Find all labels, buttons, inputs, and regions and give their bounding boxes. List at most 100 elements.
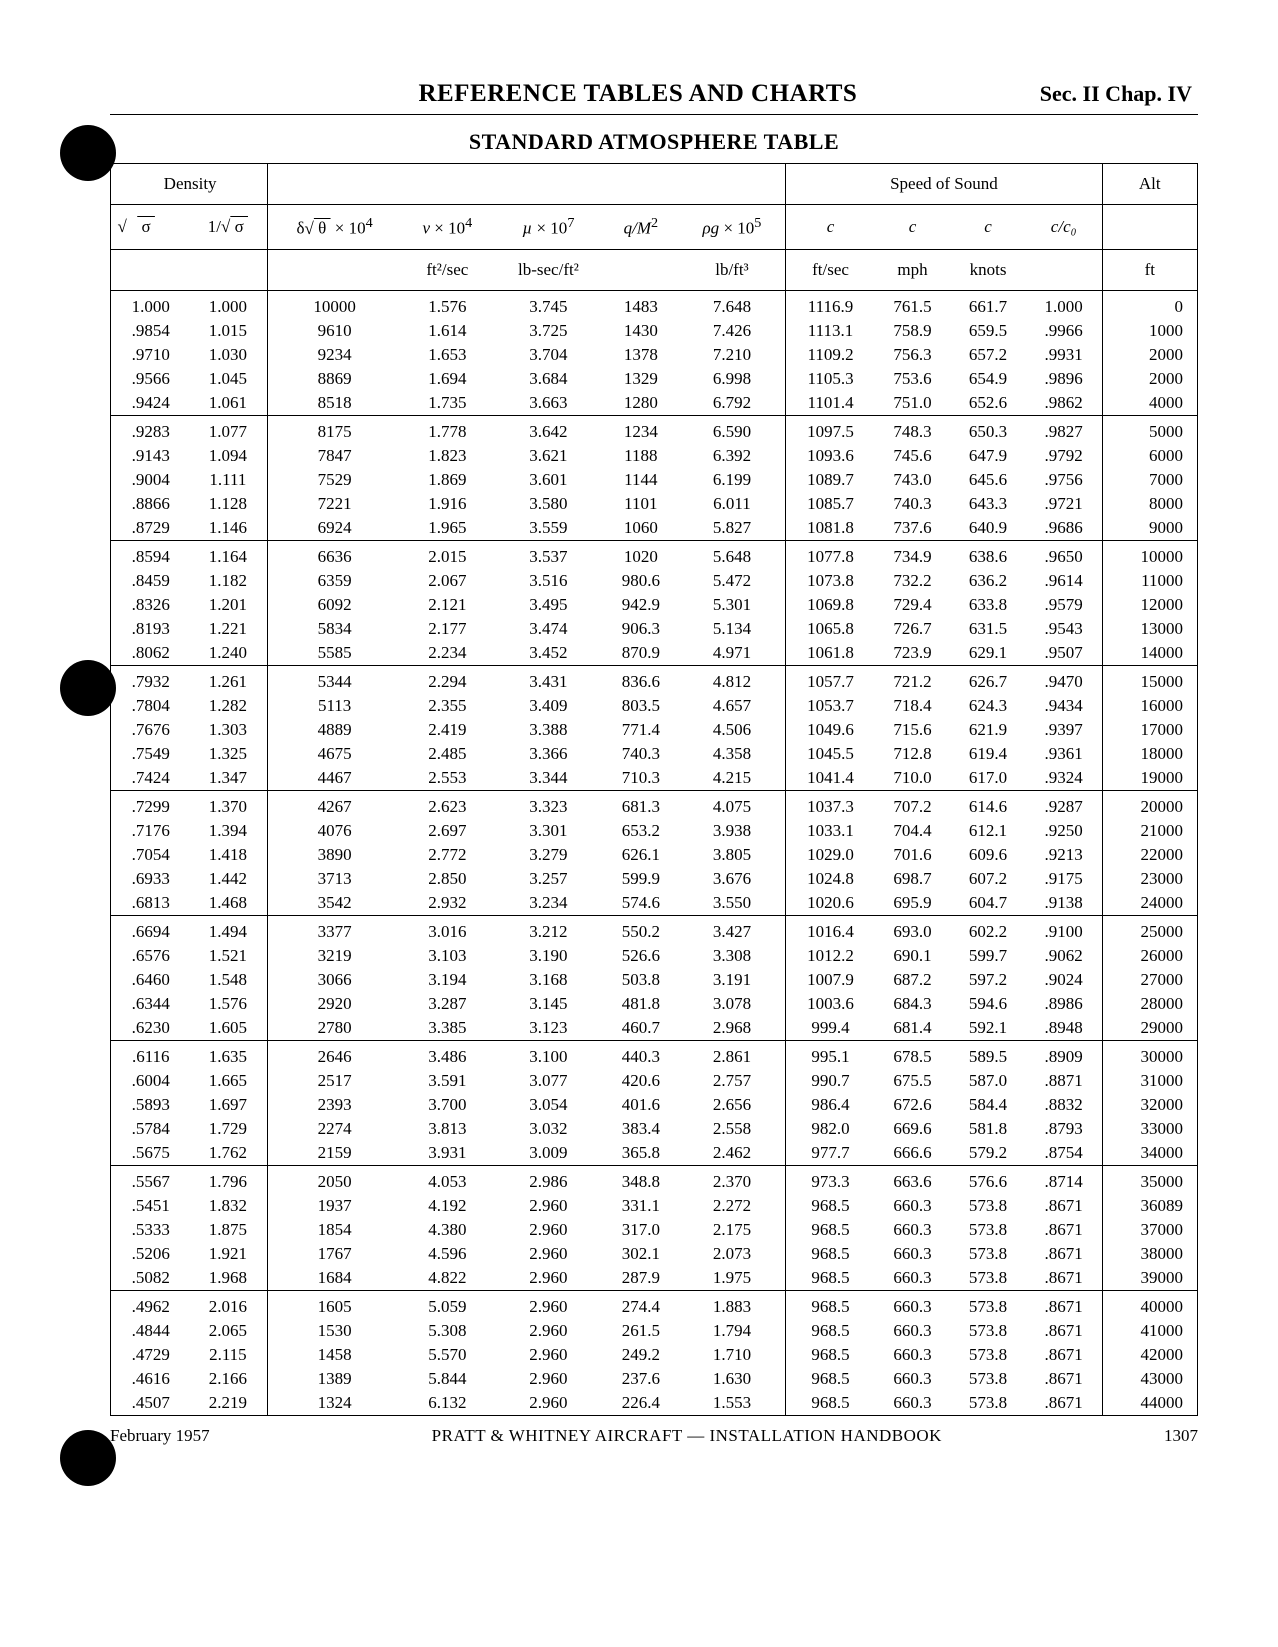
- cell: 2.166: [189, 1367, 268, 1391]
- cell: 440.3: [603, 1040, 679, 1069]
- cell: 11000: [1102, 569, 1197, 593]
- cell: 1.347: [189, 766, 268, 791]
- table-row: .53331.87518544.3802.960317.02.175968.56…: [111, 1218, 1198, 1242]
- cell: 3.385: [401, 1016, 494, 1041]
- cell: 0: [1102, 290, 1197, 319]
- cell: .9397: [1026, 718, 1102, 742]
- cell: 771.4: [603, 718, 679, 742]
- cell: 38000: [1102, 1242, 1197, 1266]
- cell: 1.494: [189, 915, 268, 944]
- cell: 1089.7: [786, 468, 875, 492]
- cell: 6000: [1102, 444, 1197, 468]
- table-row: .71761.39440762.6973.301653.23.9381033.1…: [111, 819, 1198, 843]
- cell: 2.234: [401, 641, 494, 666]
- cell: 2.960: [494, 1242, 603, 1266]
- cell: 5.472: [679, 569, 786, 593]
- cell: 1.635: [189, 1040, 268, 1069]
- cell: 3.077: [494, 1069, 603, 1093]
- cell: 261.5: [603, 1319, 679, 1343]
- cell: 2.370: [679, 1165, 786, 1194]
- cell: 2274: [268, 1117, 401, 1141]
- cell: 1.605: [189, 1016, 268, 1041]
- cell: 1530: [268, 1319, 401, 1343]
- cell: 7.426: [679, 319, 786, 343]
- cell: 1.762: [189, 1141, 268, 1166]
- cell: 1.875: [189, 1218, 268, 1242]
- cell: .9792: [1026, 444, 1102, 468]
- cell: 669.6: [875, 1117, 951, 1141]
- cell: 573.8: [950, 1290, 1026, 1319]
- cell: .6576: [113, 944, 189, 968]
- cell: .8986: [1026, 992, 1102, 1016]
- cell: 1.665: [189, 1069, 268, 1093]
- cell: 3.279: [494, 843, 603, 867]
- cell: 1458: [268, 1343, 401, 1367]
- cell: 640.9: [950, 516, 1026, 541]
- unit-cfts: ft/sec: [786, 249, 875, 290]
- cell: .9896: [1026, 367, 1102, 391]
- cell: 3.931: [401, 1141, 494, 1166]
- cell: 4675: [268, 742, 401, 766]
- cell: 1188: [603, 444, 679, 468]
- cell: 973.3: [786, 1165, 875, 1194]
- head-row-symbols: σ √ 1/√ σ δ√ θ × 104 ν × 104 µ × 107 q/M…: [111, 205, 1198, 250]
- cell: 1085.7: [786, 492, 875, 516]
- cell: 317.0: [603, 1218, 679, 1242]
- cell: 3.308: [679, 944, 786, 968]
- cell: 1003.6: [786, 992, 875, 1016]
- cell: 1.030: [189, 343, 268, 367]
- cell: 576.6: [950, 1165, 1026, 1194]
- cell: 6924: [268, 516, 401, 541]
- cell: .9287: [1026, 790, 1102, 819]
- cell: 3.323: [494, 790, 603, 819]
- cell: 726.7: [875, 617, 951, 641]
- cell: 1041.4: [786, 766, 875, 791]
- cell: 2.419: [401, 718, 494, 742]
- cell: 1.576: [401, 290, 494, 319]
- head-row-units: ft²/sec lb-sec/ft² lb/ft³ ft/sec mph kno…: [111, 249, 1198, 290]
- cell: .8671: [1026, 1391, 1102, 1416]
- cell: 690.1: [875, 944, 951, 968]
- cell: .8714: [1026, 1165, 1102, 1194]
- cell: .9283: [113, 415, 189, 444]
- cell: 2920: [268, 992, 401, 1016]
- cell: 3.474: [494, 617, 603, 641]
- cell: 7000: [1102, 468, 1197, 492]
- table-row: .50821.96816844.8222.960287.91.975968.56…: [111, 1266, 1198, 1291]
- cell: 1.045: [189, 367, 268, 391]
- cell: 7.210: [679, 343, 786, 367]
- col-rhog: ρg × 105: [679, 205, 786, 250]
- cell: 28000: [1102, 992, 1197, 1016]
- cell: 1.146: [189, 516, 268, 541]
- cell: .4507: [113, 1391, 189, 1416]
- cell: 33000: [1102, 1117, 1197, 1141]
- cell: 35000: [1102, 1165, 1197, 1194]
- section-chap: Sec. II Chap. IV: [1040, 81, 1192, 107]
- cell: 3.257: [494, 867, 603, 891]
- cell: 626.7: [950, 665, 1026, 694]
- cell: 1012.2: [786, 944, 875, 968]
- cell: 3.516: [494, 569, 603, 593]
- col-group-alt: Alt: [1102, 164, 1197, 205]
- table-row: .90041.11175291.8693.60111446.1991089.77…: [111, 468, 1198, 492]
- cell: 1.282: [189, 694, 268, 718]
- cell: 18000: [1102, 742, 1197, 766]
- cell: 503.8: [603, 968, 679, 992]
- cell: 1.442: [189, 867, 268, 891]
- cell: 10000: [1102, 540, 1197, 569]
- cell: 1.869: [401, 468, 494, 492]
- cell: .8948: [1026, 1016, 1102, 1041]
- cell: 982.0: [786, 1117, 875, 1141]
- cell: 3.495: [494, 593, 603, 617]
- cell: 614.6: [950, 790, 1026, 819]
- cell: 2.757: [679, 1069, 786, 1093]
- cell: 1329: [603, 367, 679, 391]
- cell: 650.3: [950, 415, 1026, 444]
- table-row: .83261.20160922.1213.495942.95.3011069.8…: [111, 593, 1198, 617]
- cell: 6.132: [401, 1391, 494, 1416]
- unit-cmph: mph: [875, 249, 951, 290]
- cell: 27000: [1102, 968, 1197, 992]
- cell: 3.212: [494, 915, 603, 944]
- cell: 287.9: [603, 1266, 679, 1291]
- table-row: .54511.83219374.1922.960331.12.272968.56…: [111, 1194, 1198, 1218]
